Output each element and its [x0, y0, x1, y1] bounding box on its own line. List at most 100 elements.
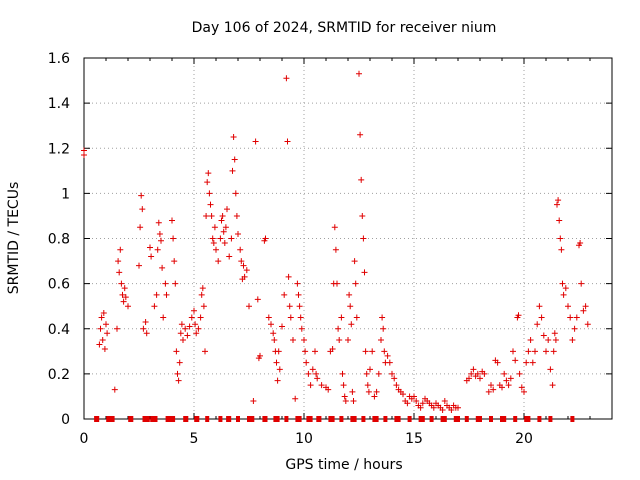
data-point — [136, 262, 142, 269]
data-point — [417, 404, 424, 411]
data-point — [235, 230, 241, 237]
data-point — [565, 303, 571, 310]
data-point — [536, 303, 543, 310]
zero-value-marker — [142, 416, 147, 422]
data-point — [171, 258, 178, 265]
data-point — [101, 346, 108, 353]
zero-value-marker — [513, 416, 518, 422]
data-point — [510, 348, 516, 355]
data-point — [532, 348, 538, 355]
data-point — [200, 303, 207, 310]
data-point — [571, 325, 578, 332]
data-point — [206, 190, 213, 197]
data-point — [335, 325, 342, 332]
y-tick-label: 0.4 — [48, 322, 70, 338]
data-point — [156, 230, 163, 237]
data-point — [312, 348, 318, 355]
y-tick-label: 1.2 — [48, 141, 70, 157]
data-point — [148, 253, 155, 260]
zero-value-marker — [478, 416, 482, 422]
data-point — [262, 235, 269, 242]
data-point — [98, 314, 105, 321]
data-point — [297, 314, 304, 321]
data-point — [569, 337, 576, 344]
data-point — [358, 176, 365, 183]
data-point — [567, 314, 574, 321]
data-point — [250, 397, 257, 404]
data-point — [215, 258, 222, 265]
y-tick-label: 1 — [61, 186, 70, 202]
data-point — [228, 235, 235, 242]
data-point — [582, 303, 589, 310]
data-point — [371, 393, 378, 400]
zero-value-marker — [171, 416, 176, 422]
data-point — [103, 321, 109, 328]
data-point — [419, 400, 426, 407]
data-point — [527, 337, 534, 344]
zero-value-marker — [453, 416, 458, 422]
data-point — [229, 167, 236, 174]
data-point — [365, 388, 372, 395]
data-point — [309, 366, 316, 373]
data-point — [325, 386, 332, 393]
data-point — [290, 337, 296, 344]
y-tick-labels: 0 0.2 0.4 0.6 0.8 1 1.2 1.4 1.6 — [48, 51, 70, 428]
data-point — [380, 325, 387, 332]
data-point — [153, 291, 160, 298]
zero-value-marker — [500, 416, 504, 422]
data-point — [314, 375, 321, 382]
data-point — [231, 156, 238, 163]
data-point — [352, 280, 359, 287]
data-point — [170, 235, 177, 242]
data-point — [578, 280, 585, 287]
zero-value-marker — [475, 416, 480, 422]
zero-value-marker — [263, 416, 268, 422]
data-point — [357, 131, 364, 138]
data-point — [359, 212, 366, 219]
zero-value-marker — [464, 416, 469, 422]
data-point — [361, 269, 368, 276]
data-point — [525, 348, 532, 355]
zero-value-marker — [165, 416, 170, 422]
zero-value-marker — [537, 416, 542, 422]
data-point — [515, 312, 522, 319]
y-axis-label: SRMTID / TECUs — [6, 182, 22, 295]
data-point — [117, 246, 124, 253]
data-point — [284, 138, 291, 145]
data-point — [348, 321, 355, 328]
data-point — [174, 370, 181, 377]
data-point — [439, 406, 446, 413]
data-point — [295, 291, 302, 298]
zero-value-marker — [394, 416, 399, 422]
data-point — [577, 240, 584, 247]
data-point — [340, 382, 347, 389]
zero-value-marker — [570, 416, 575, 422]
zero-value-marker — [361, 416, 366, 422]
data-point — [331, 224, 338, 231]
data-point — [275, 348, 282, 355]
data-point — [303, 359, 310, 366]
data-point — [560, 291, 567, 298]
zero-value-marker — [308, 416, 313, 422]
data-point — [538, 314, 545, 321]
data-point — [202, 348, 208, 355]
data-point — [441, 397, 448, 404]
data-point — [172, 280, 179, 287]
zero-value-marker — [489, 416, 493, 422]
zero-value-marker — [205, 416, 210, 422]
data-point — [241, 273, 248, 280]
data-point — [411, 393, 417, 400]
y-tick-label: 1.4 — [48, 96, 70, 112]
data-point — [137, 224, 144, 231]
zero-value-marker — [275, 416, 280, 422]
data-point — [301, 337, 307, 344]
data-point — [246, 303, 252, 310]
data-point — [367, 366, 373, 373]
data-point — [198, 291, 205, 298]
data-point — [116, 269, 123, 276]
data-point — [232, 190, 239, 197]
data-point — [270, 330, 277, 337]
data-point — [534, 321, 541, 328]
data-point — [558, 246, 565, 253]
zero-value-marker — [153, 416, 158, 422]
